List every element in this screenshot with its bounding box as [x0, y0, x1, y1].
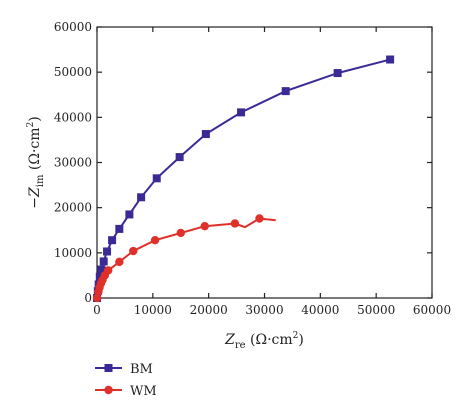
data-point-wm — [115, 257, 124, 267]
data-point-wm — [103, 266, 113, 275]
data-point-wm — [150, 235, 160, 245]
data-point-bm — [152, 174, 161, 183]
data-point-bm — [125, 210, 134, 219]
data-point-wm — [92, 293, 102, 303]
data-point-bm — [137, 193, 146, 202]
y-axis-label: −Zim (Ω·cm2) — [26, 116, 46, 208]
x-tick-label: 60000 — [413, 303, 451, 317]
y-tick-label: 30000 — [54, 156, 92, 170]
data-point-wm — [255, 214, 264, 223]
y-tick-label: 0 — [84, 291, 92, 305]
data-point-wm — [200, 221, 209, 231]
data-point-bm — [95, 272, 104, 281]
data-point-bm — [175, 153, 184, 162]
tick-labels: 0 10000 20000 30000 40000 50000 60000 0 10000 200… — [54, 20, 451, 317]
data-point-bm — [386, 55, 395, 64]
axis-ticks — [96, 26, 433, 299]
legend-label: WM — [130, 384, 157, 399]
x-tick-label: 40000 — [301, 303, 339, 317]
plot-border — [96, 26, 433, 299]
data-point-bm — [99, 257, 108, 266]
data-point-wm — [129, 246, 138, 256]
x-tick-label: 30000 — [245, 303, 283, 317]
series-line-wm — [96, 217, 276, 299]
plot-frame — [96, 26, 433, 299]
y-tick-label: 50000 — [54, 65, 92, 79]
y-tick-label: 60000 — [54, 20, 92, 34]
x-tick-label: 20000 — [190, 303, 228, 317]
data-point-bm — [237, 108, 246, 117]
legend-label: BM — [130, 362, 153, 377]
series-layer — [92, 55, 395, 303]
legend-marker — [104, 364, 113, 372]
data-point-bm — [108, 236, 117, 245]
data-point-bm — [201, 130, 210, 139]
y-tick-label: 10000 — [54, 246, 92, 260]
data-point-wm — [230, 219, 240, 228]
x-tick-label: 0 — [93, 303, 101, 317]
data-point-bm — [103, 247, 112, 256]
legend-item-bm: BM — [95, 362, 153, 377]
series-wm — [92, 214, 276, 303]
data-point-bm — [333, 69, 342, 78]
legend-item-wm: WM — [95, 384, 157, 399]
x-axis-label: Zre (Ω·cm2) — [224, 331, 304, 351]
y-tick-label: 20000 — [54, 201, 92, 215]
data-point-bm — [281, 87, 290, 96]
x-tick-label: 10000 — [134, 303, 172, 317]
series-bm — [93, 55, 395, 302]
data-point-wm — [176, 228, 185, 238]
y-tick-label: 40000 — [54, 110, 92, 124]
x-tick-label: 50000 — [357, 303, 395, 317]
data-point-bm — [97, 265, 106, 274]
legend: BM WM — [95, 362, 157, 399]
series-line-bm — [96, 58, 391, 299]
legend-marker — [104, 385, 113, 395]
data-point-bm — [115, 224, 124, 233]
